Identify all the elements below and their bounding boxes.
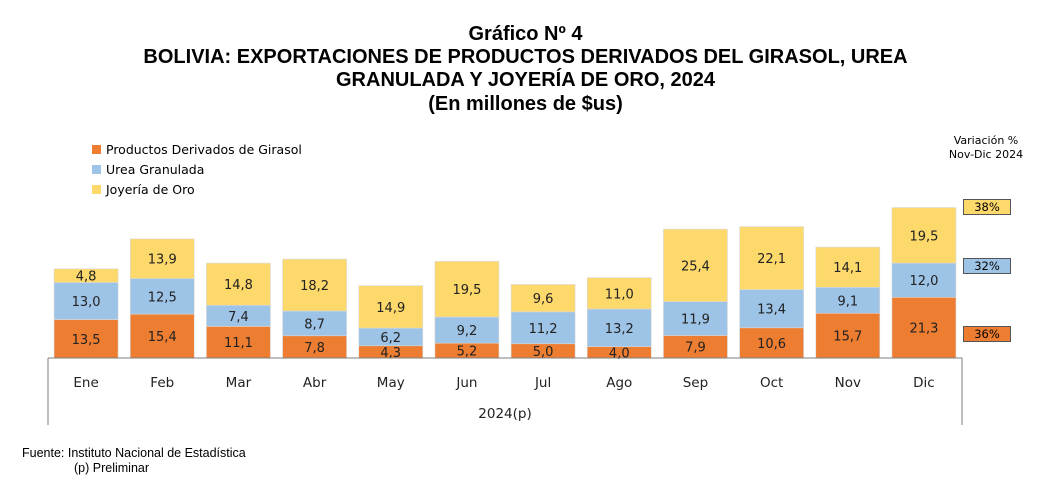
bar-segment bbox=[586, 308, 652, 347]
bar-value-label: 15,7 bbox=[833, 330, 862, 345]
bar-value-label: 21,3 bbox=[909, 322, 938, 337]
bar-value-label: 5,0 bbox=[533, 345, 554, 360]
bar-value-label: 11,0 bbox=[605, 287, 634, 302]
bar-segment bbox=[815, 287, 881, 314]
bar-value-label: 11,9 bbox=[681, 313, 710, 328]
bar-segment bbox=[282, 310, 347, 337]
bar-segment bbox=[282, 258, 347, 312]
x-tick-label: Ago bbox=[606, 375, 632, 391]
bar-segment bbox=[663, 228, 728, 302]
bar-value-label: 10,6 bbox=[757, 337, 786, 352]
bar-value-label: 4,3 bbox=[380, 346, 401, 361]
bar-segment bbox=[586, 277, 652, 310]
legend-label-joyeria: Joyería de Oro bbox=[106, 181, 195, 197]
bar-segment bbox=[739, 289, 804, 329]
bar-value-label: 13,4 bbox=[757, 303, 786, 318]
x-axis-title: 2024(p) bbox=[478, 406, 531, 422]
bar-segment bbox=[663, 301, 728, 336]
bar-segment bbox=[434, 261, 500, 318]
bar-segment bbox=[510, 284, 576, 313]
variation-badge-girasol: 36% bbox=[963, 326, 1011, 342]
bar-value-label: 22,1 bbox=[757, 252, 786, 267]
bar-value-label: 4,0 bbox=[609, 346, 630, 361]
bar-segment bbox=[129, 238, 195, 279]
bar-segment bbox=[739, 226, 804, 290]
bar-value-label: 9,2 bbox=[457, 324, 478, 339]
bar-segment bbox=[510, 311, 576, 345]
x-tick-label: Feb bbox=[150, 375, 174, 391]
bar-segment bbox=[206, 326, 271, 359]
chart-legend: Productos Derivados de Girasol Urea Gran… bbox=[92, 139, 302, 199]
x-tick-label: Nov bbox=[835, 375, 861, 391]
bar-value-label: 11,1 bbox=[224, 336, 253, 351]
chart-title: Gráfico Nº 4 BOLIVIA: EXPORTACIONES DE P… bbox=[0, 22, 1051, 116]
legend-swatch-urea bbox=[92, 164, 101, 174]
x-tick-label: Dic bbox=[913, 375, 935, 391]
legend-label-girasol: Productos Derivados de Girasol bbox=[106, 141, 302, 157]
bar-segment bbox=[53, 282, 119, 320]
legend-item-joyeria: Joyería de Oro bbox=[92, 179, 302, 199]
bar-segment bbox=[129, 278, 195, 315]
x-tick-label: Jun bbox=[455, 375, 477, 391]
bar-value-label: 7,9 bbox=[685, 341, 706, 356]
variation-title-line1: Variación % bbox=[953, 134, 1019, 147]
legend-label-urea: Urea Granulada bbox=[106, 161, 205, 177]
bar-value-label: 13,9 bbox=[148, 253, 177, 268]
bar-segment bbox=[53, 319, 119, 359]
preliminary-note: (p) Preliminar bbox=[74, 461, 150, 475]
chart-title-number: Gráfico Nº 4 bbox=[468, 23, 583, 45]
legend-swatch-girasol bbox=[92, 144, 101, 154]
x-tick-label: Jul bbox=[534, 375, 551, 391]
source-note: Fuente: Instituto Nacional de Estadístic… bbox=[22, 446, 246, 476]
source-text: Fuente: Instituto Nacional de Estadístic… bbox=[22, 446, 246, 460]
legend-item-urea: Urea Granulada bbox=[92, 159, 302, 179]
bar-value-label: 15,4 bbox=[148, 330, 177, 345]
bar-value-label: 7,8 bbox=[304, 341, 325, 356]
chart-title-main-2: GRANULADA Y JOYERÍA DE ORO, 2024 bbox=[336, 69, 715, 91]
bar-value-label: 13,5 bbox=[72, 333, 101, 348]
bar-value-label: 4,8 bbox=[76, 270, 97, 285]
variation-badge-urea: 32% bbox=[963, 258, 1011, 274]
bar-value-label: 19,5 bbox=[909, 229, 938, 244]
bar-value-label: 6,2 bbox=[380, 331, 401, 346]
bar-segment bbox=[891, 207, 957, 264]
bar-value-label: 19,5 bbox=[452, 283, 481, 298]
bar-value-label: 8,7 bbox=[304, 317, 325, 332]
bar-segment bbox=[358, 285, 424, 329]
x-tick-label: May bbox=[377, 375, 405, 391]
bar-segment bbox=[434, 316, 500, 344]
chart-subtitle: (En millones de $us) bbox=[428, 93, 623, 115]
legend-swatch-joyeria bbox=[92, 184, 101, 194]
bar-value-label: 14,9 bbox=[376, 301, 405, 316]
bar-segment bbox=[739, 327, 804, 359]
variation-badge-joyeria: 38% bbox=[963, 199, 1011, 215]
bar-value-label: 13,2 bbox=[605, 322, 634, 337]
x-tick-label: Sep bbox=[683, 375, 708, 391]
bar-value-label: 18,2 bbox=[300, 279, 329, 294]
bar-segment bbox=[129, 313, 195, 359]
bar-value-label: 9,6 bbox=[533, 292, 554, 307]
bar-value-label: 5,2 bbox=[457, 345, 478, 360]
bar-value-label: 12,0 bbox=[909, 274, 938, 289]
bar-value-label: 25,4 bbox=[681, 259, 710, 274]
bar-value-label: 13,0 bbox=[72, 295, 101, 310]
bar-value-label: 11,2 bbox=[529, 322, 558, 337]
x-tick-label: Mar bbox=[226, 375, 252, 391]
bar-value-label: 9,1 bbox=[837, 294, 858, 309]
bar-value-label: 14,1 bbox=[833, 261, 862, 276]
bar-value-label: 7,4 bbox=[228, 310, 249, 325]
x-tick-label: Abr bbox=[303, 375, 327, 391]
bar-value-label: 14,8 bbox=[224, 278, 253, 293]
bar-segment bbox=[53, 268, 119, 283]
bar-value-label: 12,5 bbox=[148, 290, 177, 305]
chart-title-main-1: BOLIVIA: EXPORTACIONES DE PRODUCTOS DERI… bbox=[143, 46, 908, 68]
x-tick-label: Ene bbox=[73, 375, 98, 391]
variation-title-line2: Nov-Dic 2024 bbox=[948, 148, 1024, 161]
variation-title: Variación % Nov-Dic 2024 bbox=[938, 134, 1034, 162]
legend-item-girasol: Productos Derivados de Girasol bbox=[92, 139, 302, 159]
bar-segment bbox=[815, 246, 881, 288]
bar-segment bbox=[206, 262, 271, 306]
x-tick-label: Oct bbox=[760, 375, 783, 391]
